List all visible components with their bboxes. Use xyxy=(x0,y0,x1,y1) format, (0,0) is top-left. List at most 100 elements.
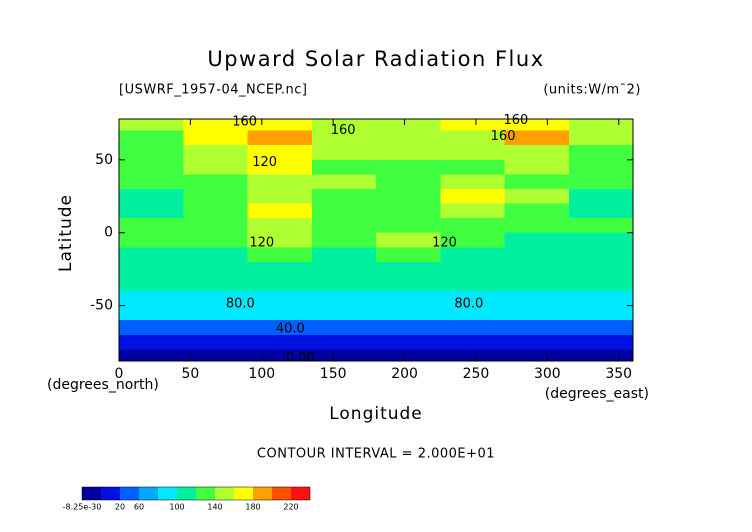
y-axis-label: Latitude xyxy=(56,194,76,272)
cell xyxy=(183,291,248,306)
cell xyxy=(119,159,184,175)
cell xyxy=(440,291,505,306)
cell xyxy=(119,247,184,262)
cell xyxy=(440,203,505,219)
cell xyxy=(183,159,248,175)
cell xyxy=(247,305,312,321)
cell xyxy=(568,276,633,292)
x-axis-label: Longitude xyxy=(329,404,423,424)
cell xyxy=(311,218,376,233)
colorbar-bin xyxy=(82,487,101,500)
cell xyxy=(376,119,441,131)
cell xyxy=(119,218,184,233)
cell xyxy=(440,305,505,321)
cell xyxy=(247,349,312,361)
cell xyxy=(183,349,248,361)
cell xyxy=(504,291,569,306)
x-tick-label: 300 xyxy=(534,366,561,382)
cell xyxy=(119,188,184,204)
cell xyxy=(311,159,376,175)
cell xyxy=(183,232,248,248)
cell xyxy=(504,203,569,219)
cell xyxy=(247,218,312,233)
cell xyxy=(376,261,441,277)
cell xyxy=(376,174,441,189)
cell xyxy=(440,261,505,277)
cell xyxy=(440,334,505,350)
contour-label: 40.0 xyxy=(276,321,305,336)
cell xyxy=(119,203,184,219)
colorbar-bin xyxy=(139,487,158,500)
cell xyxy=(568,119,633,131)
cell xyxy=(504,349,569,361)
contour-label: 120 xyxy=(432,235,457,250)
cell xyxy=(247,188,312,204)
cell xyxy=(504,247,569,262)
cell xyxy=(376,276,441,292)
cell xyxy=(311,334,376,350)
cell xyxy=(376,130,441,146)
cell xyxy=(183,145,248,160)
cell xyxy=(311,291,376,306)
cell xyxy=(119,320,184,335)
cell xyxy=(568,130,633,146)
cell xyxy=(376,291,441,306)
cell xyxy=(440,320,505,335)
cell xyxy=(504,174,569,189)
cell xyxy=(504,320,569,335)
x-tick-label: 0 xyxy=(115,366,124,382)
cell xyxy=(504,130,569,146)
cell xyxy=(376,188,441,204)
cell xyxy=(311,145,376,160)
cell xyxy=(440,247,505,262)
x-tick-label: 100 xyxy=(248,366,275,382)
cell xyxy=(568,247,633,262)
cell xyxy=(440,145,505,160)
cell xyxy=(311,261,376,277)
cell xyxy=(311,130,376,146)
cell xyxy=(119,291,184,306)
cell xyxy=(504,145,569,160)
cell xyxy=(568,145,633,160)
cell xyxy=(311,305,376,321)
cell xyxy=(183,218,248,233)
cell xyxy=(440,159,505,175)
cell xyxy=(376,334,441,350)
contour-label: 160 xyxy=(232,114,257,129)
cell xyxy=(183,276,248,292)
colorbar-label: 20 xyxy=(115,503,125,512)
y-tick-label: 50 xyxy=(95,152,113,168)
x-tick-label: 250 xyxy=(463,366,490,382)
cell xyxy=(183,174,248,189)
contour-label: 160 xyxy=(331,123,356,138)
cell xyxy=(247,119,312,131)
x-tick-label: 50 xyxy=(181,366,199,382)
cell xyxy=(247,203,312,219)
cell xyxy=(311,232,376,248)
cell xyxy=(568,291,633,306)
colorbar-bin xyxy=(101,487,120,500)
cell xyxy=(119,145,184,160)
x-units: (degrees_east) xyxy=(545,386,649,402)
cell xyxy=(568,305,633,321)
cell xyxy=(568,320,633,335)
colorbar-label: 220 xyxy=(283,503,298,512)
cell xyxy=(119,334,184,350)
cell xyxy=(311,247,376,262)
cell xyxy=(568,203,633,219)
colorbar-label: 140 xyxy=(207,503,222,512)
cell xyxy=(376,349,441,361)
cell xyxy=(504,334,569,350)
chart-title: Upward Solar Radiation Flux xyxy=(207,47,544,71)
cell xyxy=(504,159,569,175)
colorbar-label: 60 xyxy=(134,503,144,512)
contour-label: 120 xyxy=(252,155,277,170)
cell xyxy=(568,174,633,189)
plot-frame xyxy=(118,118,634,362)
subtitle: [USWRF_1957-04_NCEP.nc] xyxy=(119,83,307,98)
colorbar-bin xyxy=(215,487,234,500)
contour-label: 0.00 xyxy=(286,351,315,366)
cell xyxy=(504,305,569,321)
cell xyxy=(183,130,248,146)
